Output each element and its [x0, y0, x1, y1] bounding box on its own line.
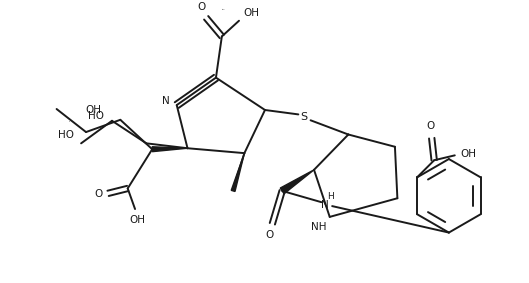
- Text: O: O: [197, 2, 205, 12]
- Text: HO: HO: [58, 130, 75, 140]
- Text: N: N: [162, 96, 170, 106]
- Polygon shape: [280, 170, 314, 194]
- Text: NH: NH: [311, 222, 327, 232]
- Polygon shape: [231, 153, 244, 192]
- Text: S: S: [300, 112, 308, 122]
- Text: OH: OH: [69, 121, 71, 122]
- Text: N: N: [322, 200, 329, 210]
- Polygon shape: [152, 147, 187, 152]
- Text: O: O: [266, 230, 274, 239]
- Text: OH: OH: [243, 8, 259, 18]
- Text: ACID: ACID: [222, 9, 225, 10]
- Text: OH: OH: [461, 149, 477, 159]
- Text: H: H: [327, 192, 334, 201]
- Text: O: O: [426, 121, 434, 131]
- Text: OH: OH: [130, 215, 145, 225]
- Text: HO: HO: [88, 111, 104, 121]
- Text: OH: OH: [85, 105, 102, 115]
- Text: O: O: [94, 189, 103, 199]
